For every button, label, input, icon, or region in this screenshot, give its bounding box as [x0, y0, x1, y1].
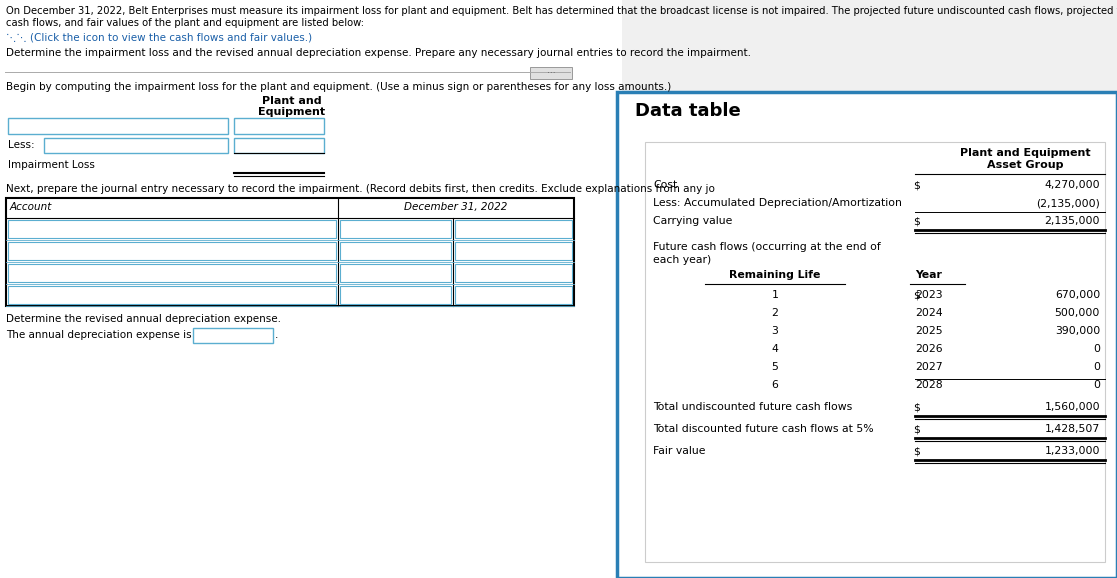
Text: Plant and: Plant and	[262, 96, 322, 106]
Bar	[8, 220, 336, 238]
Text: Equipment: Equipment	[258, 107, 325, 117]
Text: Impairment Loss: Impairment Loss	[8, 160, 95, 170]
Text: 2027: 2027	[915, 362, 943, 372]
Text: 2: 2	[772, 308, 779, 318]
Text: $: $	[913, 290, 920, 300]
Text: Total undiscounted future cash flows: Total undiscounted future cash flows	[653, 402, 852, 412]
Text: December 31, 2022: December 31, 2022	[404, 202, 508, 212]
Text: Data table: Data table	[634, 102, 741, 120]
Text: On December 31, 2022, Belt Enterprises must measure its impairment loss for plan: On December 31, 2022, Belt Enterprises m…	[6, 6, 1117, 16]
Text: 2028: 2028	[915, 380, 943, 390]
Text: Asset Group: Asset Group	[986, 160, 1063, 170]
Bar	[455, 242, 572, 260]
Text: 0: 0	[1094, 344, 1100, 354]
Bar	[8, 286, 336, 304]
Text: 5: 5	[772, 362, 779, 372]
Text: Begin by computing the impairment loss for the plant and equipment. (Use a minus: Begin by computing the impairment loss f…	[6, 82, 671, 92]
Text: 500,000: 500,000	[1054, 308, 1100, 318]
Bar	[8, 118, 228, 134]
Text: .: .	[275, 330, 278, 340]
Bar	[6, 198, 574, 306]
Bar	[455, 286, 572, 304]
Text: 1: 1	[772, 290, 779, 300]
Text: The annual depreciation expense is: The annual depreciation expense is	[6, 330, 192, 340]
Text: Next, prepare the journal entry necessary to record the impairment. (Record debi: Next, prepare the journal entry necessar…	[6, 184, 715, 194]
Text: 2,135,000: 2,135,000	[1044, 216, 1100, 226]
Text: Plant and Equipment: Plant and Equipment	[960, 148, 1090, 158]
Bar	[8, 264, 336, 282]
Text: 390,000: 390,000	[1054, 326, 1100, 336]
Text: Total discounted future cash flows at 5%: Total discounted future cash flows at 5%	[653, 424, 873, 434]
Text: $: $	[913, 402, 920, 412]
Bar	[8, 242, 336, 260]
Text: 2025: 2025	[915, 326, 943, 336]
Text: $: $	[913, 180, 920, 190]
Text: Fair value: Fair value	[653, 446, 706, 456]
Bar	[193, 328, 273, 343]
Text: 1,428,507: 1,428,507	[1044, 424, 1100, 434]
Bar	[233, 118, 324, 134]
Text: Determine the revised annual depreciation expense.: Determine the revised annual depreciatio…	[6, 314, 281, 324]
Text: (2,135,000): (2,135,000)	[1037, 198, 1100, 208]
Text: 4,270,000: 4,270,000	[1044, 180, 1100, 190]
Text: 0: 0	[1094, 362, 1100, 372]
Text: Less: Accumulated Depreciation/Amortization: Less: Accumulated Depreciation/Amortizat…	[653, 198, 901, 208]
Text: Remaining Life: Remaining Life	[729, 270, 821, 280]
Text: 6: 6	[772, 380, 779, 390]
Bar	[455, 220, 572, 238]
Text: 1,560,000: 1,560,000	[1044, 402, 1100, 412]
Text: 0: 0	[1094, 380, 1100, 390]
Bar	[617, 92, 1117, 578]
Text: Less:: Less:	[8, 140, 35, 150]
Text: Carrying value: Carrying value	[653, 216, 733, 226]
Bar	[233, 138, 324, 153]
Text: Determine the impairment loss and the revised annual depreciation expense. Prepa: Determine the impairment loss and the re…	[6, 48, 751, 58]
Text: 1,233,000: 1,233,000	[1044, 446, 1100, 456]
Text: $: $	[913, 216, 920, 226]
Text: $: $	[913, 446, 920, 456]
Bar	[340, 286, 451, 304]
Text: ⋱⋱ (Click the icon to view the cash flows and fair values.): ⋱⋱ (Click the icon to view the cash flow…	[6, 32, 312, 42]
Bar	[340, 242, 451, 260]
Text: 2024: 2024	[915, 308, 943, 318]
Bar	[44, 138, 228, 153]
Bar	[645, 142, 1105, 562]
Text: 4: 4	[772, 344, 779, 354]
Bar	[529, 67, 572, 79]
Bar	[340, 264, 451, 282]
Text: 670,000: 670,000	[1054, 290, 1100, 300]
Text: 3: 3	[772, 326, 779, 336]
Text: cash flows, and fair values of the plant and equipment are listed below:: cash flows, and fair values of the plant…	[6, 18, 364, 28]
Bar	[340, 220, 451, 238]
Text: 2026: 2026	[915, 344, 943, 354]
Text: Account: Account	[10, 202, 52, 212]
Text: $: $	[913, 424, 920, 434]
Text: Cost: Cost	[653, 180, 677, 190]
Bar	[455, 264, 572, 282]
Bar	[233, 158, 324, 173]
Text: Future cash flows (occurring at the end of: Future cash flows (occurring at the end …	[653, 242, 880, 252]
Bar	[0, 0, 622, 578]
Text: ···: ···	[546, 69, 555, 78]
Text: each year): each year)	[653, 255, 712, 265]
Text: Year: Year	[915, 270, 942, 280]
Text: 2023: 2023	[915, 290, 943, 300]
